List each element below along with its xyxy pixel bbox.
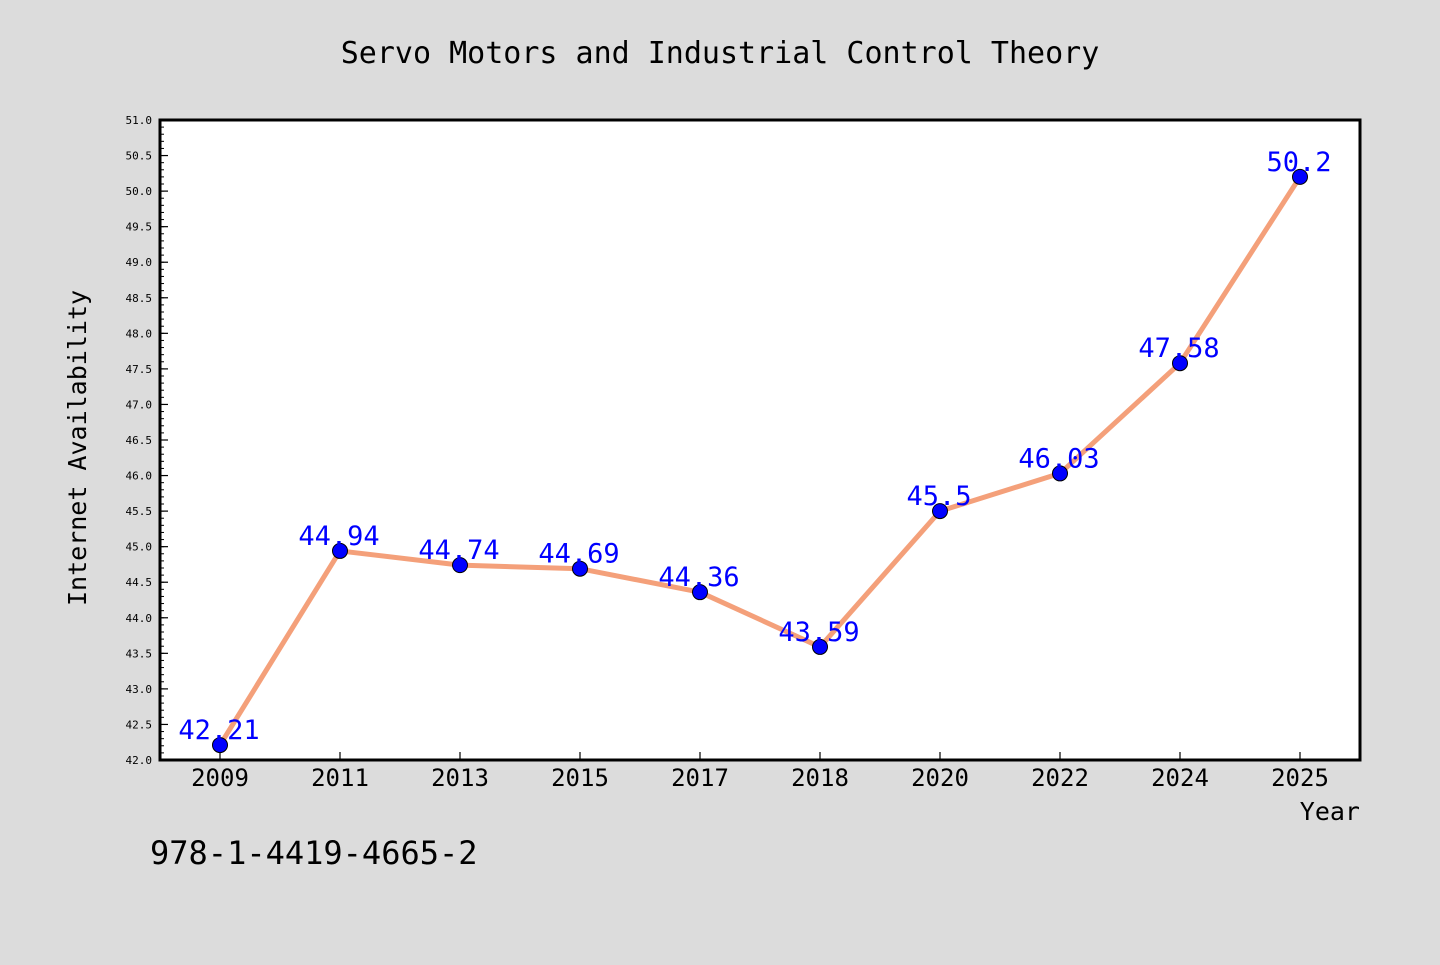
data-point [212,737,228,754]
isbn-label: 978-1-4419-4665-2 [150,834,478,872]
x-axis: 2009 2011 2013 2015 2017 2018 2020 2022 2024 2025 [191,752,1329,792]
data-label: 45.5 [906,481,971,512]
data-point [1292,168,1308,185]
y-tick-label: 45.0 [126,541,153,554]
x-axis-label: Year [1300,797,1360,826]
y-tick-label: 48.5 [126,292,153,305]
data-label: 43.59 [778,617,859,648]
data-point [332,542,348,559]
y-tick-label: 48.0 [126,327,153,340]
data-label: 44.36 [658,562,739,593]
y-tick-label: 50.5 [126,150,153,163]
y-tick-label: 44.5 [126,576,153,589]
data-label: 42.21 [178,715,259,746]
y-tick-label: 49.0 [126,256,153,269]
x-tick-label: 2020 [911,764,969,792]
x-tick-label: 2009 [191,764,249,792]
y-tick-label: 49.5 [126,221,153,234]
x-tick-label: 2011 [311,764,369,792]
data-labels-group: 42.21 44.94 44.74 44.69 44.36 43.59 45.5 46.03 4… [178,147,1331,746]
data-point [572,560,588,577]
data-label: 46.03 [1018,443,1099,474]
y-axis-label: Internet Availability [63,290,92,606]
data-point [1172,355,1188,372]
x-tick-label: 2017 [671,764,729,792]
y-tick-label: 42.5 [126,718,153,731]
data-point [452,557,468,574]
y-tick-label: 45.5 [126,505,153,518]
x-tick-label: 2024 [1151,764,1209,792]
plot-area [158,118,1362,762]
x-tick-label: 2013 [431,764,489,792]
chart-title: Servo Motors and Industrial Control Theo… [341,36,1100,71]
data-label: 50.2 [1266,147,1331,178]
data-label: 44.69 [538,539,619,570]
series-line [217,174,1303,748]
y-tick-label: 51.0 [126,114,153,127]
data-label: 44.74 [418,535,499,566]
y-tick-label: 46.0 [126,470,153,483]
y-tick-label: 44.0 [126,612,153,625]
y-axis: 42.0 42.5 43.0 43.5 44.0 44.5 45.0 45.5 46.0 46.5… [126,114,168,767]
y-tick-label: 47.5 [126,363,153,376]
y-tick-label: 47.0 [126,398,153,411]
y-tick-label: 46.5 [126,434,153,447]
x-tick-label: 2015 [551,764,609,792]
data-point [812,638,828,655]
y-tick-label: 43.0 [126,683,153,696]
y-tick-label: 42.0 [126,754,153,767]
y-tick-label: 43.5 [126,647,153,660]
series-group [212,168,1308,754]
data-point [692,584,708,601]
data-label: 44.94 [298,521,379,552]
x-tick-label: 2018 [791,764,849,792]
data-point [1052,465,1068,482]
x-tick-label: 2022 [1031,764,1089,792]
data-label: 47.58 [1138,333,1219,364]
data-point [932,503,948,520]
y-tick-label: 50.0 [126,185,153,198]
x-tick-label: 2025 [1271,764,1329,792]
